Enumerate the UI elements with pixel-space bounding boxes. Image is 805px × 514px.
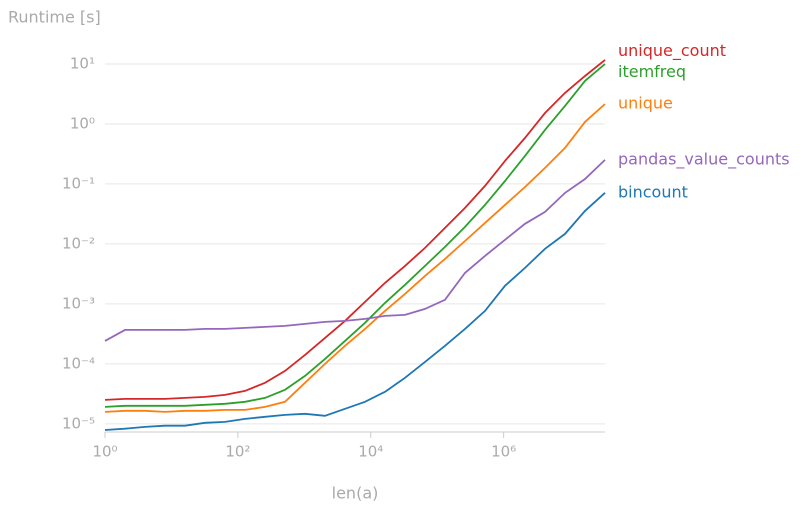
x-tick-label: 10² (225, 443, 250, 461)
y-axis-label: Runtime [s] (8, 8, 101, 27)
x-tick-label: 10⁴ (358, 443, 383, 461)
y-tick-label: 10⁻³ (62, 294, 95, 312)
series-line (104, 63, 606, 408)
series-line (104, 159, 606, 342)
x-tick-label: 10⁰ (92, 443, 117, 461)
legend-label: unique_count (618, 41, 726, 61)
legend-label: itemfreq (618, 62, 686, 81)
y-tick-label: 10¹ (70, 54, 95, 72)
y-tick-label: 10⁰ (70, 114, 95, 132)
legend-label: unique (618, 93, 673, 112)
y-tick-label: 10⁻⁴ (62, 354, 95, 372)
y-tick-label: 10⁻² (62, 234, 95, 252)
series-line (104, 192, 606, 431)
legend-label: pandas_value_counts (618, 149, 790, 169)
y-tick-label: 10⁻¹ (62, 174, 95, 192)
series-line (104, 103, 606, 413)
series-line (104, 59, 606, 401)
x-axis-label: len(a) (332, 484, 379, 503)
y-tick-label: 10⁻⁵ (62, 414, 95, 432)
x-tick-label: 10⁶ (491, 443, 516, 461)
legend-label: bincount (618, 182, 688, 201)
